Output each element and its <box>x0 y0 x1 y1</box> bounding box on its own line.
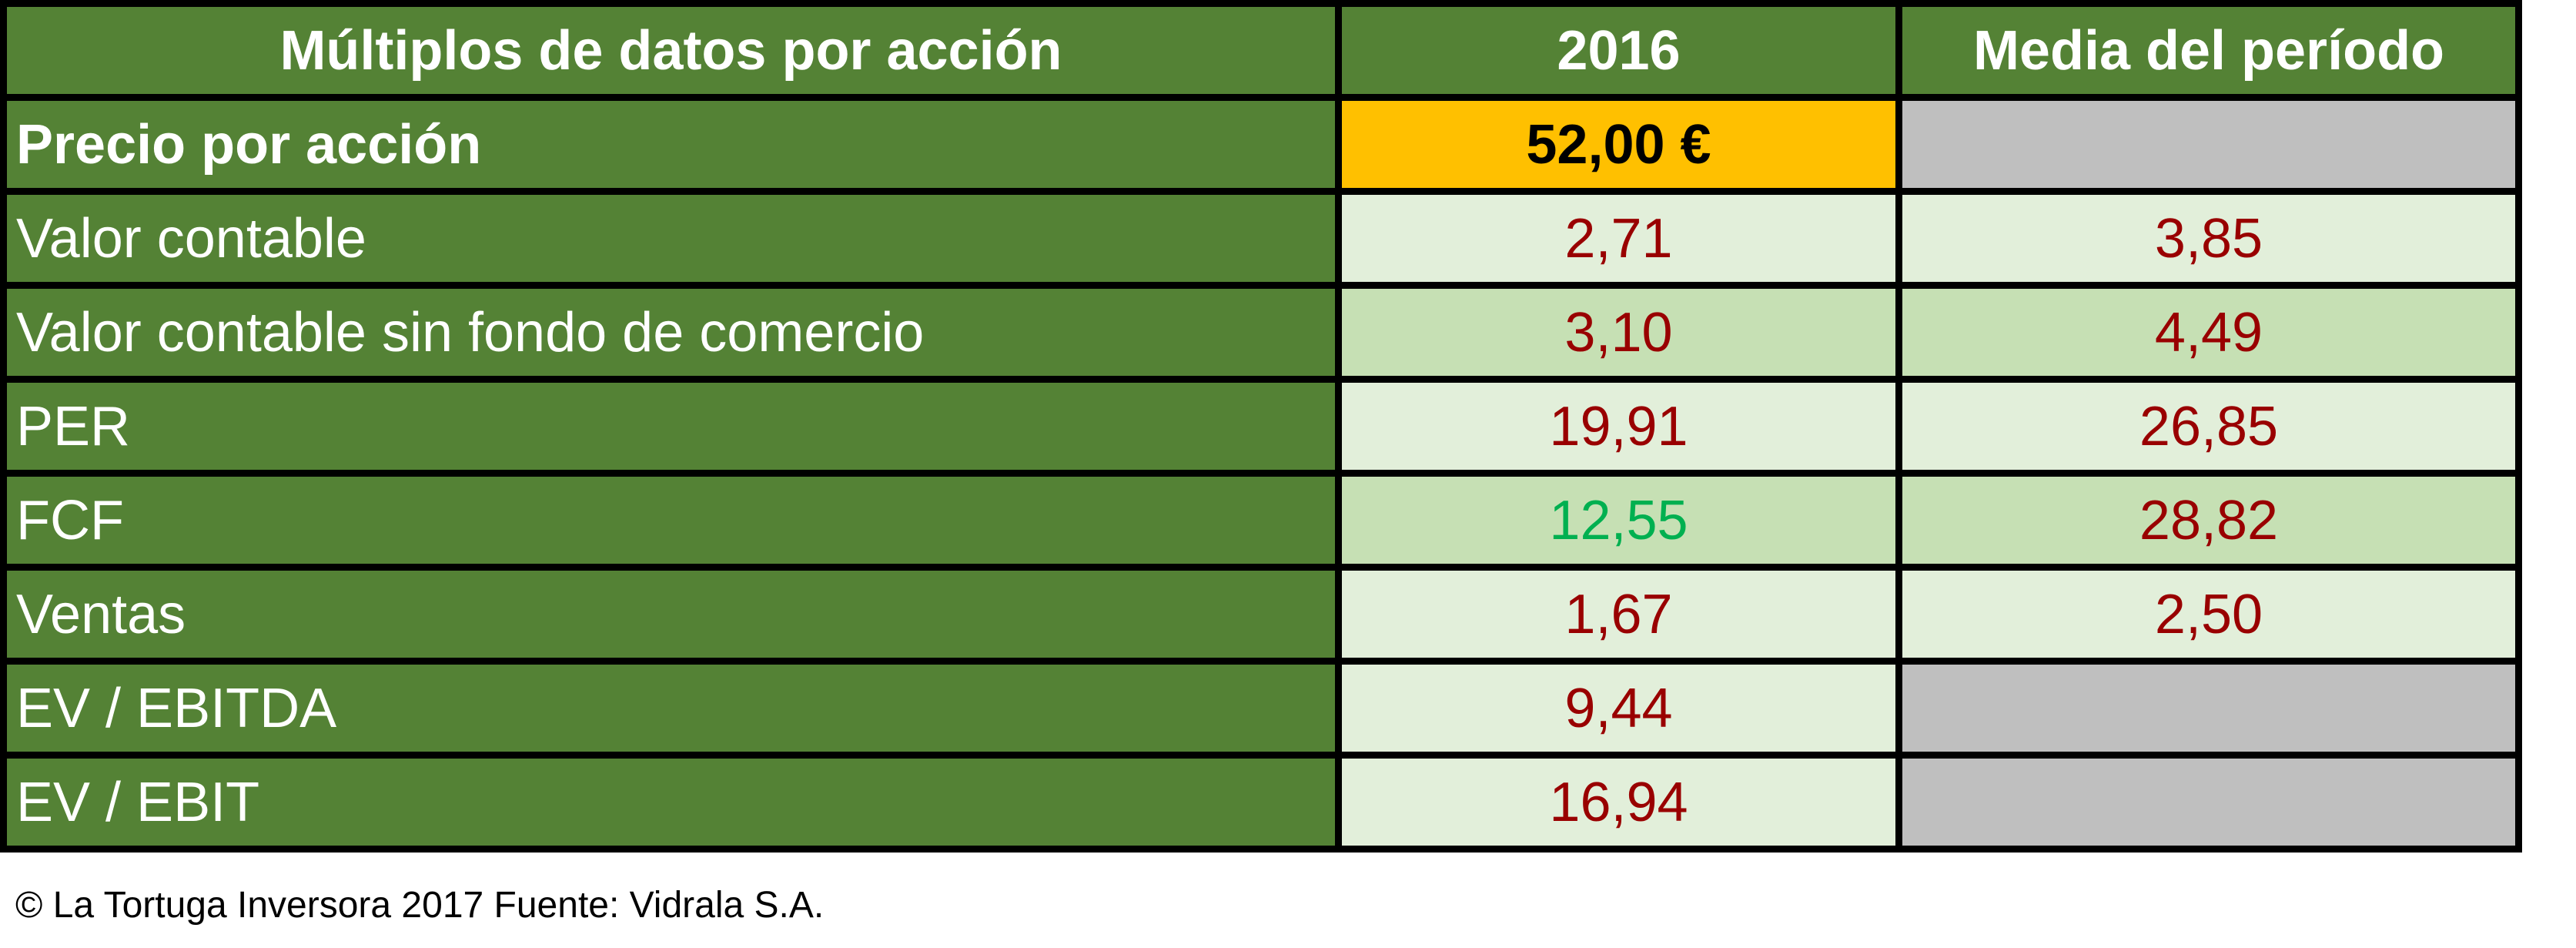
value-cell: 12,55 <box>1342 477 1895 564</box>
row: Valor contable 2,71 3,85 <box>7 195 2515 282</box>
value-cell: 19,91 <box>1342 383 1895 470</box>
header-cell: Múltiplos de datos por acción <box>7 7 1335 94</box>
empty-cell <box>1902 101 2515 188</box>
value-cell: 26,85 <box>1902 383 2515 470</box>
header-cell: Media del período <box>1902 7 2515 94</box>
header-row: Múltiplos de datos por acción 2016 Media… <box>7 7 2515 94</box>
row-label: FCF <box>7 477 1335 564</box>
value-cell: 3,10 <box>1342 289 1895 376</box>
row: Precio por acción 52,00 € <box>7 101 2515 188</box>
footer: © La Tortuga Inversora 2017 Fuente: Vidr… <box>15 885 825 926</box>
row-label: Valor contable sin fondo de comercio <box>7 289 1335 376</box>
header-cell: 2016 <box>1342 7 1895 94</box>
value-cell: 9,44 <box>1342 665 1895 752</box>
row-label: Precio por acción <box>7 101 1335 188</box>
row-label: Valor contable <box>7 195 1335 282</box>
row-label: Ventas <box>7 571 1335 658</box>
row: EV / EBITDA 9,44 <box>7 665 2515 752</box>
value-cell: 1,67 <box>1342 571 1895 658</box>
value-cell: 2,50 <box>1902 571 2515 658</box>
value-cell: 3,85 <box>1902 195 2515 282</box>
price-cell: 52,00 € <box>1342 101 1895 188</box>
row: Ventas 1,67 2,50 <box>7 571 2515 658</box>
row: EV / EBIT 16,94 <box>7 759 2515 846</box>
row-label: EV / EBITDA <box>7 665 1335 752</box>
row: PER 19,91 26,85 <box>7 383 2515 470</box>
row-label: PER <box>7 383 1335 470</box>
value-cell: 2,71 <box>1342 195 1895 282</box>
row: FCF 12,55 28,82 <box>7 477 2515 564</box>
empty-cell <box>1902 665 2515 752</box>
multiples-table: Múltiplos de datos por acción 2016 Media… <box>0 0 2522 853</box>
row: Valor contable sin fondo de comercio 3,1… <box>7 289 2515 376</box>
value-cell: 16,94 <box>1342 759 1895 846</box>
value-cell: 4,49 <box>1902 289 2515 376</box>
empty-cell <box>1902 759 2515 846</box>
row-label: EV / EBIT <box>7 759 1335 846</box>
value-cell: 28,82 <box>1902 477 2515 564</box>
